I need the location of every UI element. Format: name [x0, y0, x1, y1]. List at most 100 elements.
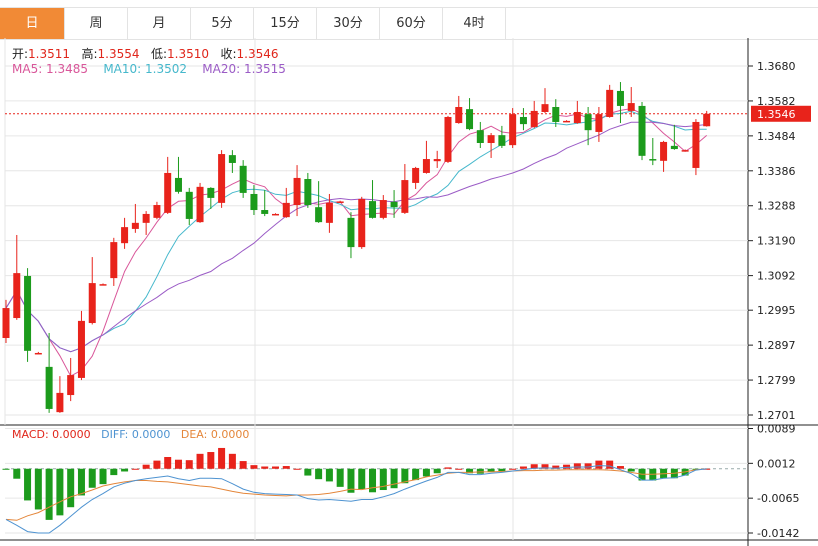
candle — [476, 121, 484, 148]
candle — [164, 156, 172, 214]
macd-bar — [56, 468, 64, 516]
candle — [487, 133, 495, 158]
candle — [401, 164, 409, 214]
close-label: 收: — [220, 47, 237, 61]
macd-bar — [358, 468, 366, 490]
candle — [584, 106, 592, 146]
macd-bar — [616, 466, 624, 469]
candle-body — [412, 167, 420, 183]
candle-body — [422, 159, 430, 173]
candle — [649, 138, 657, 166]
macd-bar — [250, 465, 258, 469]
candle — [218, 150, 226, 208]
candle — [88, 257, 96, 325]
candle — [509, 108, 517, 148]
tab-15min[interactable]: 15分 — [254, 8, 317, 39]
candle — [552, 99, 560, 127]
candle — [498, 125, 506, 148]
candle-body — [88, 283, 96, 324]
high-value: 1.3554 — [97, 47, 140, 61]
candle — [336, 200, 344, 203]
candle-body — [304, 179, 312, 206]
tab-month[interactable]: 月 — [128, 8, 191, 39]
macd-bar — [228, 453, 236, 469]
candle-body — [325, 202, 333, 223]
candle-body — [595, 114, 603, 132]
macd-bar — [584, 463, 592, 469]
candle-body — [369, 201, 377, 218]
candle — [207, 187, 215, 209]
candle-body — [692, 121, 700, 168]
candle-body — [616, 90, 624, 106]
candle-body — [239, 165, 247, 193]
macd-bar — [24, 468, 32, 501]
candle-body — [552, 106, 560, 122]
candle — [390, 190, 398, 218]
candle-body — [498, 135, 506, 146]
candle — [315, 181, 323, 223]
last-price-label: 1.3546 — [757, 108, 796, 121]
macd-bar — [131, 468, 139, 470]
candle — [304, 172, 312, 208]
candle-body — [77, 320, 85, 378]
candle-body — [24, 275, 32, 351]
candle — [541, 88, 549, 114]
macd-tick-label: 0.0012 — [757, 457, 796, 470]
candle — [412, 166, 420, 189]
macd-bar — [45, 468, 53, 520]
macd-legend-value: MACD: 0.0000 — [12, 428, 91, 441]
candle — [153, 201, 161, 220]
macd-bar — [282, 466, 290, 469]
candle-body — [131, 222, 139, 229]
candle — [99, 283, 107, 286]
tab-60min[interactable]: 60分 — [380, 8, 443, 39]
candle — [325, 193, 333, 233]
candle-body — [649, 159, 657, 161]
candle-body — [13, 273, 21, 319]
candle-body — [379, 200, 387, 218]
candle-body — [282, 202, 290, 218]
candle-body — [530, 110, 538, 127]
candle-body — [261, 210, 269, 214]
candle-body — [541, 104, 549, 112]
candle-body — [218, 154, 226, 203]
candle-body — [519, 116, 527, 125]
price-tick-label: 1.3484 — [757, 130, 796, 143]
price-tick-label: 1.3582 — [757, 95, 796, 108]
tab-day[interactable]: 日 — [0, 8, 65, 39]
macd-legend: MACD: 0.0000 DIFF: 0.0000 DEA: 0.0000 — [12, 428, 249, 441]
candle-body — [433, 159, 441, 162]
candle-body — [638, 105, 646, 156]
low-label: 低: — [151, 47, 168, 61]
macd-bar — [466, 468, 474, 474]
open-value: 1.3511 — [28, 47, 71, 61]
macd-bar — [530, 464, 538, 469]
candle — [250, 185, 258, 216]
tab-5min[interactable]: 5分 — [191, 8, 254, 39]
macd-bar — [519, 466, 527, 469]
candle-body — [293, 177, 301, 206]
tab-4hour[interactable]: 4时 — [443, 8, 506, 39]
candle-body — [660, 141, 668, 161]
candle-body — [563, 120, 571, 123]
candle-body — [584, 114, 592, 131]
macd-bar — [552, 465, 560, 469]
macd-bar — [498, 468, 506, 472]
candle — [530, 100, 538, 129]
candle — [2, 299, 10, 343]
macd-bar — [563, 464, 571, 469]
ma-legend: MA5: 1.3485 MA10: 1.3502 MA20: 1.3515 — [12, 62, 286, 76]
macd-bar — [325, 468, 333, 482]
candle — [13, 234, 21, 320]
candle — [358, 196, 366, 249]
macd-bar — [272, 466, 279, 469]
candle — [433, 150, 441, 168]
tab-week[interactable]: 周 — [65, 8, 128, 39]
candle-body — [336, 201, 344, 203]
candle — [282, 187, 290, 218]
tab-30min[interactable]: 30分 — [317, 8, 380, 39]
macd-bar — [476, 468, 484, 474]
candle — [24, 268, 32, 362]
candle — [703, 110, 711, 127]
